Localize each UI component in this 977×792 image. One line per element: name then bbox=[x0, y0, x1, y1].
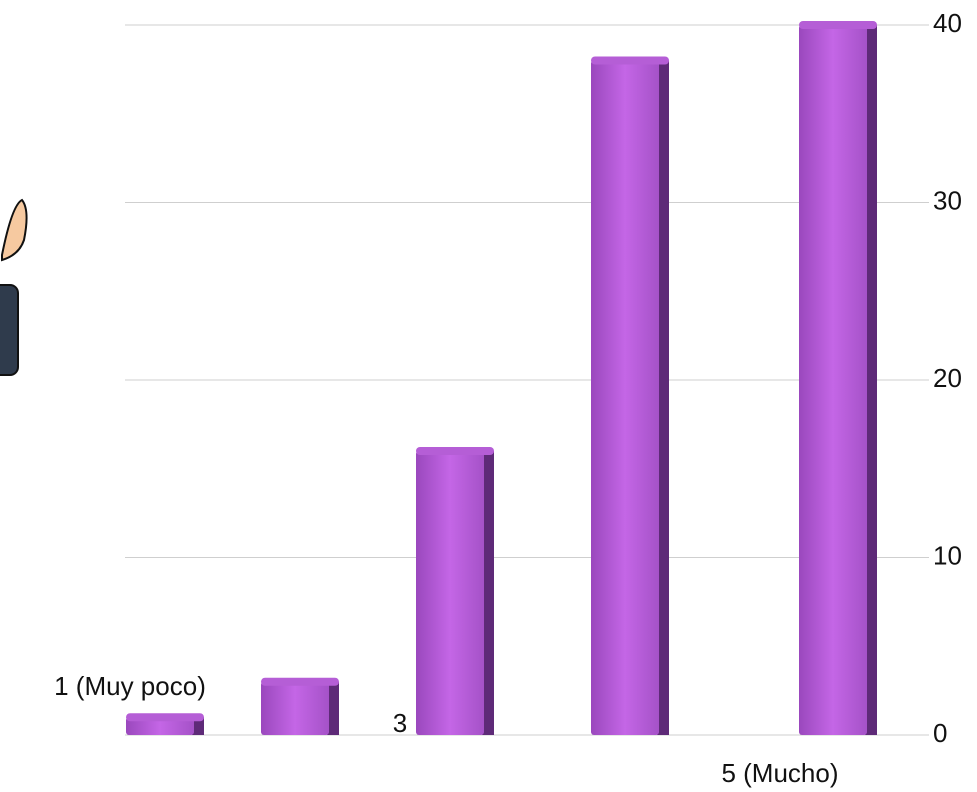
bar bbox=[416, 451, 484, 735]
y-tick-label: 0 bbox=[933, 718, 947, 748]
bar-side bbox=[327, 681, 339, 735]
y-tick-label: 40 bbox=[933, 8, 962, 38]
x-tick-label: 5 (Mucho) bbox=[721, 758, 838, 788]
bar bbox=[591, 60, 659, 735]
bar-top bbox=[591, 56, 669, 65]
bar-side bbox=[482, 451, 494, 735]
x-tick-label: 3 bbox=[393, 708, 407, 738]
clipart bbox=[0, 198, 28, 376]
bar-top bbox=[261, 677, 339, 686]
y-tick-label: 20 bbox=[933, 363, 962, 393]
y-tick-label: 10 bbox=[933, 540, 962, 570]
bar-top bbox=[416, 447, 494, 455]
bar bbox=[799, 25, 867, 735]
bar bbox=[126, 717, 194, 735]
y-tick-label: 30 bbox=[933, 185, 962, 215]
x-tick-label: 1 (Muy poco) bbox=[54, 671, 206, 701]
bar-top bbox=[799, 21, 877, 29]
bar-side bbox=[865, 25, 877, 735]
bar bbox=[261, 681, 329, 735]
bar-side bbox=[192, 717, 204, 735]
bar-side bbox=[657, 60, 669, 735]
bar-top bbox=[126, 713, 204, 722]
